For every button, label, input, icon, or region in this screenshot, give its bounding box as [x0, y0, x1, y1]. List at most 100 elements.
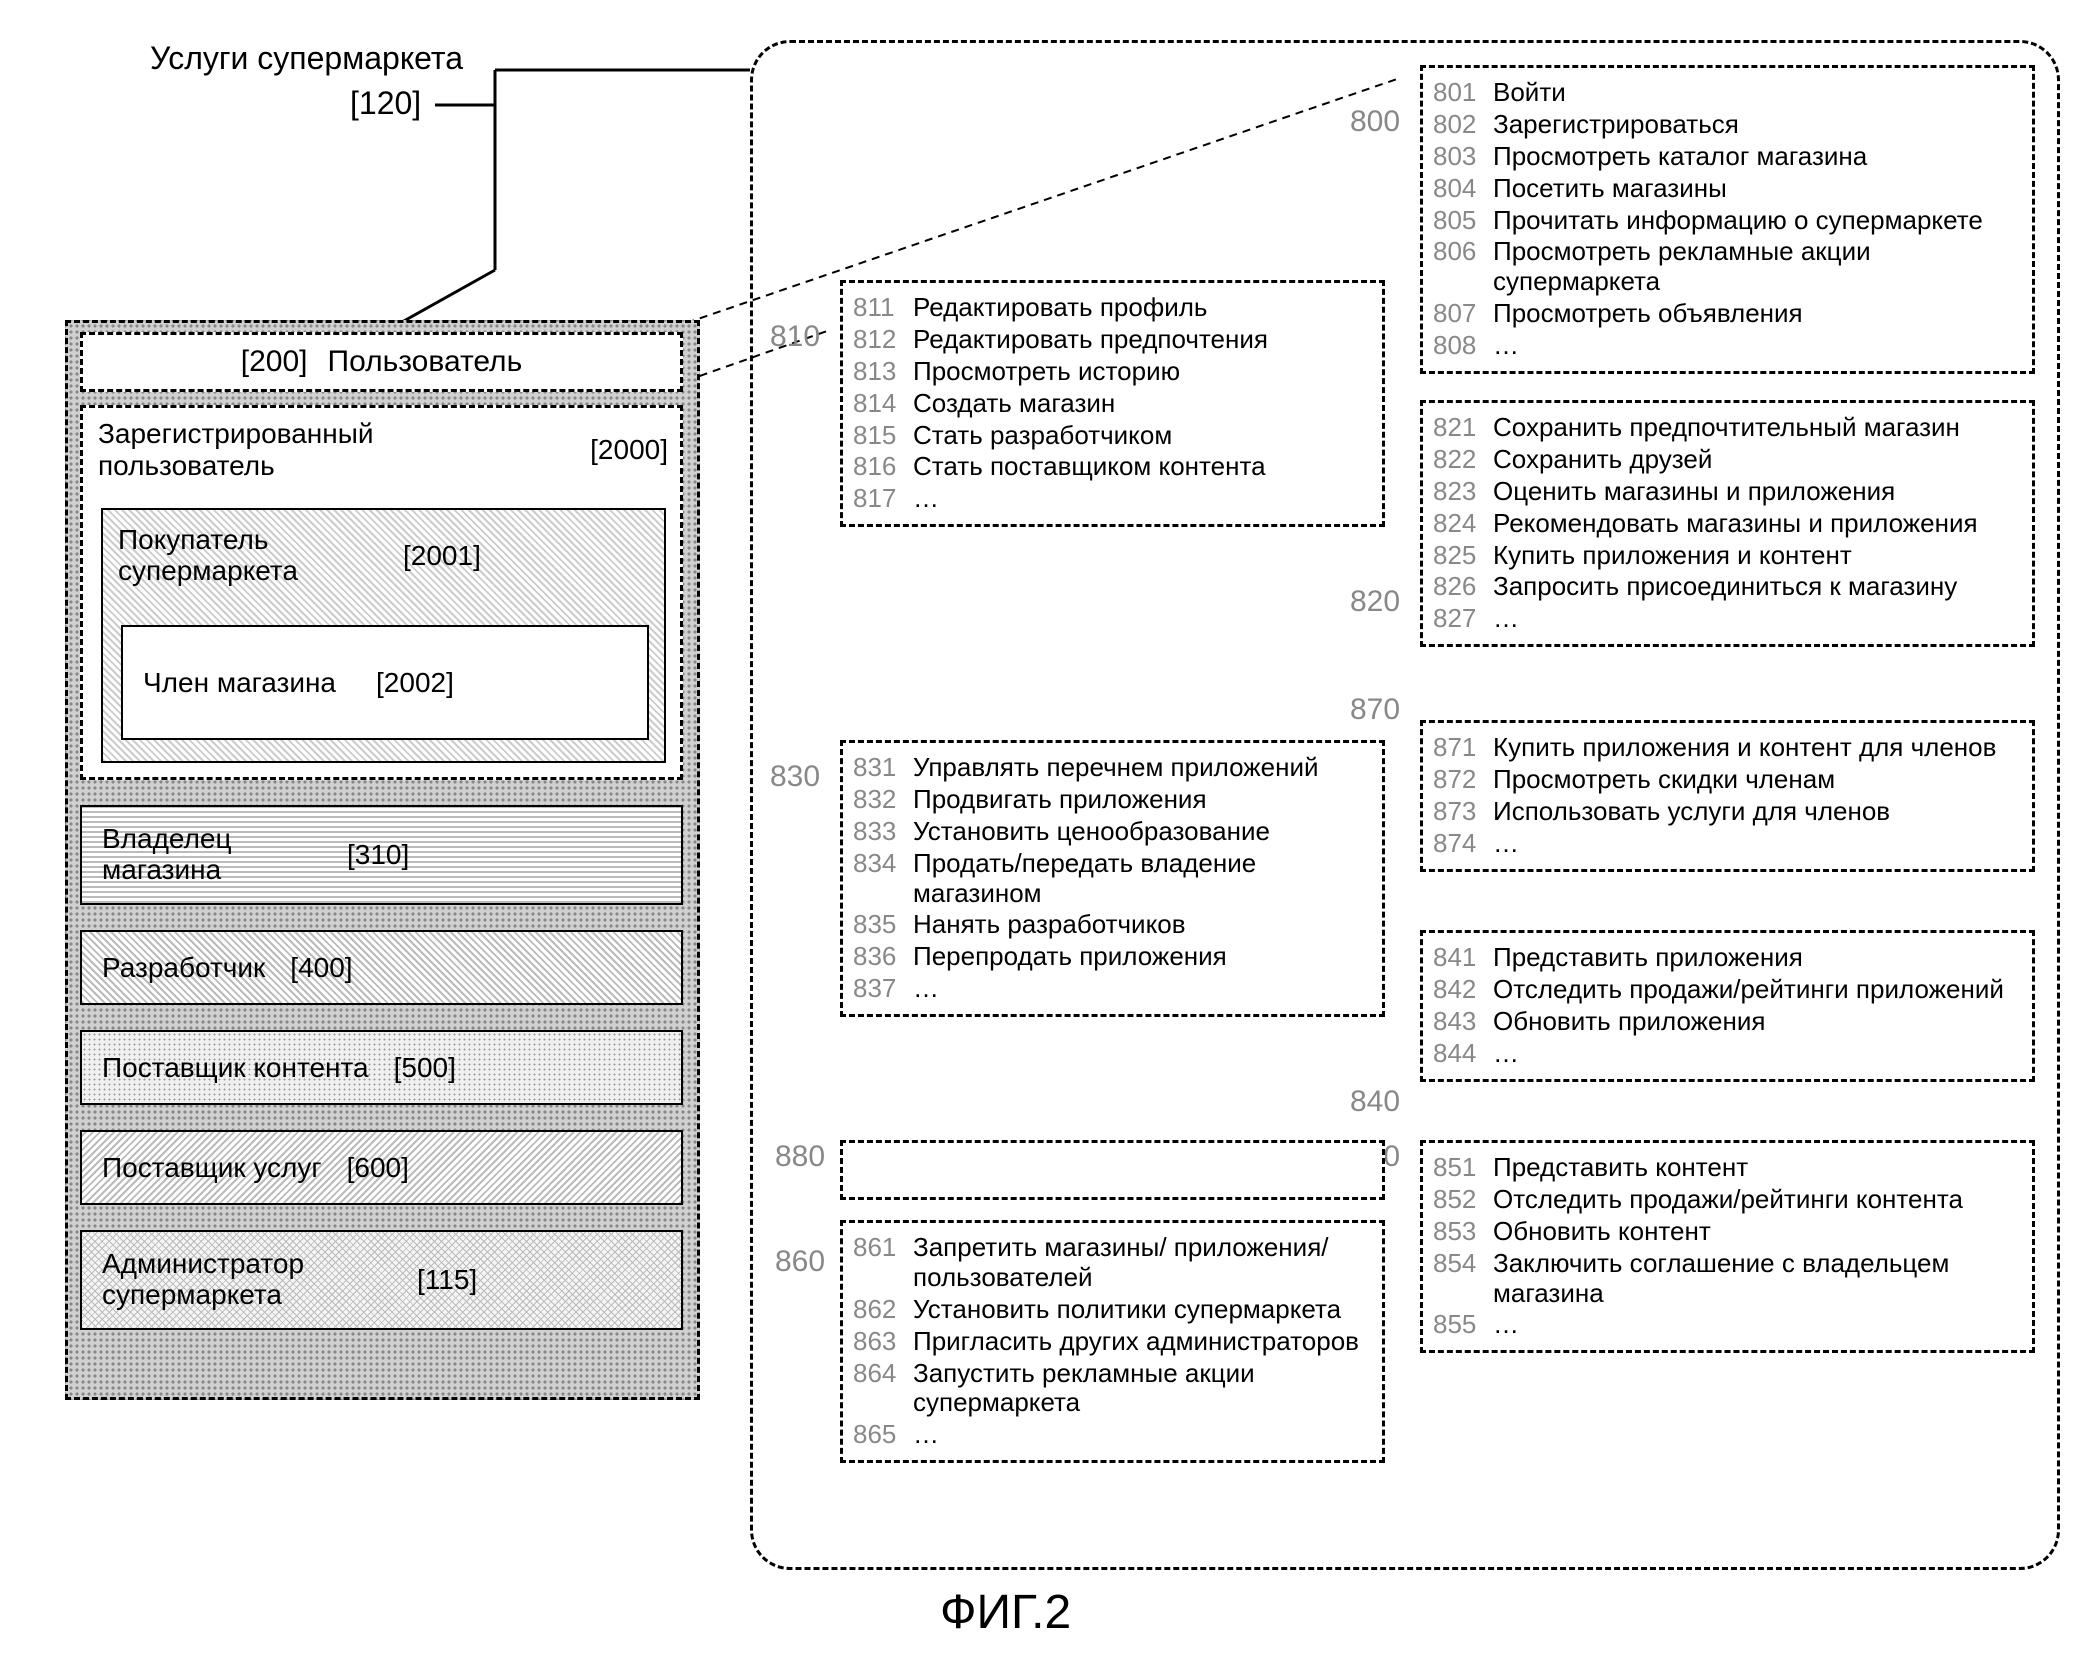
owner-text: Владелец магазина [102, 824, 322, 886]
action-item-number: 873 [1433, 797, 1493, 827]
action-item: 853Обновить контент [1433, 1217, 2022, 1247]
action-item-number: 817 [853, 484, 913, 514]
action-item-number: 822 [1433, 445, 1493, 475]
box-800: 801Войти802Зарегистрироваться803Просмотр… [1420, 65, 2035, 374]
action-item-number: 826 [1433, 572, 1493, 602]
label-880: 880 [775, 1140, 825, 1174]
action-item: 825Купить приложения и контент [1433, 541, 2022, 571]
action-item: 801Войти [1433, 78, 2022, 108]
action-item-number: 802 [1433, 110, 1493, 140]
admin-ref: [115] [417, 1264, 477, 1296]
content-provider-box: Поставщик контента [500] [80, 1030, 683, 1105]
action-item-text: Установить политики супермаркета [913, 1295, 1372, 1325]
action-item-number: 821 [1433, 413, 1493, 443]
action-item-number: 806 [1433, 237, 1493, 267]
action-item-number: 805 [1433, 206, 1493, 236]
box-860: 861Запретить магазины/ приложения/пользо… [840, 1220, 1385, 1463]
action-item-text: Запустить рекламные акции супермаркета [913, 1359, 1372, 1419]
action-item-number: 833 [853, 817, 913, 847]
action-item-text: Посетить магазины [1493, 174, 2022, 204]
action-item: 864Запустить рекламные акции супермаркет… [853, 1359, 1372, 1419]
action-item-text: … [1493, 1310, 2022, 1340]
action-item-text: … [913, 1420, 1372, 1450]
action-item-text: Стать поставщиком контента [913, 452, 1372, 482]
action-item-number: 874 [1433, 829, 1493, 859]
buyer-box: Покупатель супермаркета [2001] Член мага… [101, 508, 666, 763]
box-830: 831Управлять перечнем приложений832Продв… [840, 740, 1385, 1017]
member-box: Член магазина [2002] [121, 625, 649, 740]
action-item-text: Обновить приложения [1493, 1007, 2022, 1037]
action-item: 854Заключить соглашение с владельцем маг… [1433, 1249, 2022, 1309]
action-item-text: Сохранить предпочтительный магазин [1493, 413, 2022, 443]
action-item-number: 804 [1433, 174, 1493, 204]
action-item-number: 827 [1433, 604, 1493, 634]
buyer-text: Покупатель супермаркета [118, 525, 378, 587]
label-810: 810 [770, 320, 820, 354]
figure-label: ФИГ.2 [940, 1585, 1071, 1640]
action-item-number: 844 [1433, 1039, 1493, 1069]
label-840: 840 [1350, 1085, 1400, 1119]
registered-user-label: Зарегистрированный пользователь [2000] [98, 418, 668, 482]
action-item-number: 871 [1433, 733, 1493, 763]
box-820: 821Сохранить предпочтительный магазин822… [1420, 400, 2035, 647]
action-item-text: Зарегистрироваться [1493, 110, 2022, 140]
action-item-text: Перепродать приложения [913, 942, 1372, 972]
action-item: 815Стать разработчиком [853, 421, 1372, 451]
diagram-canvas: Услуги супермаркета [120] [200] Пользова… [20, 20, 2075, 1658]
action-item: 851Представить контент [1433, 1153, 2022, 1183]
action-item: 826Запросить присоединиться к магазину [1433, 572, 2022, 602]
service-provider-box: Поставщик услуг [600] [80, 1130, 683, 1205]
action-item-number: 831 [853, 753, 913, 783]
admin-text: Администратор супермаркета [102, 1249, 392, 1311]
action-item: 863Пригласить других администраторов [853, 1327, 1372, 1357]
reg-user-text: Зарегистрированный пользователь [98, 418, 540, 482]
action-item-number: 865 [853, 1420, 913, 1450]
action-item-text: Обновить контент [1493, 1217, 2022, 1247]
action-item: 822Сохранить друзей [1433, 445, 2022, 475]
label-860: 860 [775, 1245, 825, 1279]
action-item: 808… [1433, 331, 2022, 361]
action-item: 842Отследить продажи/рейтинги приложений [1433, 975, 2022, 1005]
action-item-number: 824 [1433, 509, 1493, 539]
buyer-ref: [2001] [403, 540, 481, 572]
action-item-text: … [1493, 829, 2022, 859]
action-item-text: … [913, 974, 1372, 1004]
box-870: 871Купить приложения и контент для члено… [1420, 720, 2035, 872]
action-item: 806Просмотреть рекламные акции супермарк… [1433, 237, 2022, 297]
action-item: 835Нанять разработчиков [853, 910, 1372, 940]
box-810: 811Редактировать профиль812Редактировать… [840, 280, 1385, 527]
action-item-number: 862 [853, 1295, 913, 1325]
action-item-number: 864 [853, 1359, 913, 1389]
action-item-text: Представить контент [1493, 1153, 2022, 1183]
action-item: 807Просмотреть объявления [1433, 299, 2022, 329]
action-item: 803Просмотреть каталог магазина [1433, 142, 2022, 172]
label-800: 800 [1350, 105, 1400, 139]
action-item: 827… [1433, 604, 2022, 634]
action-item-text: Установить ценообразование [913, 817, 1372, 847]
action-item: 861Запретить магазины/ приложения/пользо… [853, 1233, 1372, 1293]
action-item-number: 812 [853, 325, 913, 355]
registered-user-box: Зарегистрированный пользователь [2000] П… [80, 405, 683, 780]
owner-ref: [310] [347, 839, 409, 871]
action-item: 837… [853, 974, 1372, 1004]
box-840: 841Представить приложения842Отследить пр… [1420, 930, 2035, 1082]
action-item-number: 823 [1433, 477, 1493, 507]
action-item: 843Обновить приложения [1433, 1007, 2022, 1037]
action-item: 872Просмотреть скидки членам [1433, 765, 2022, 795]
action-item: 821Сохранить предпочтительный магазин [1433, 413, 2022, 443]
service-text: Поставщик услуг [102, 1152, 322, 1184]
action-item-text: Оценить магазины и приложения [1493, 477, 2022, 507]
action-item-number: 843 [1433, 1007, 1493, 1037]
label-870: 870 [1350, 693, 1400, 727]
action-item-text: Запросить присоединиться к магазину [1493, 572, 2022, 602]
action-item-text: Отследить продажи/рейтинги приложений [1493, 975, 2022, 1005]
action-item-number: 837 [853, 974, 913, 1004]
action-item-number: 832 [853, 785, 913, 815]
action-item-text: Купить приложения и контент [1493, 541, 2022, 571]
action-item-number: 801 [1433, 78, 1493, 108]
action-item-text: … [1493, 1039, 2022, 1069]
action-item: 814Создать магазин [853, 389, 1372, 419]
action-item-text: Управлять перечнем приложений [913, 753, 1372, 783]
action-item: 811Редактировать профиль [853, 293, 1372, 323]
admin-box: Администратор супермаркета [115] [80, 1230, 683, 1330]
